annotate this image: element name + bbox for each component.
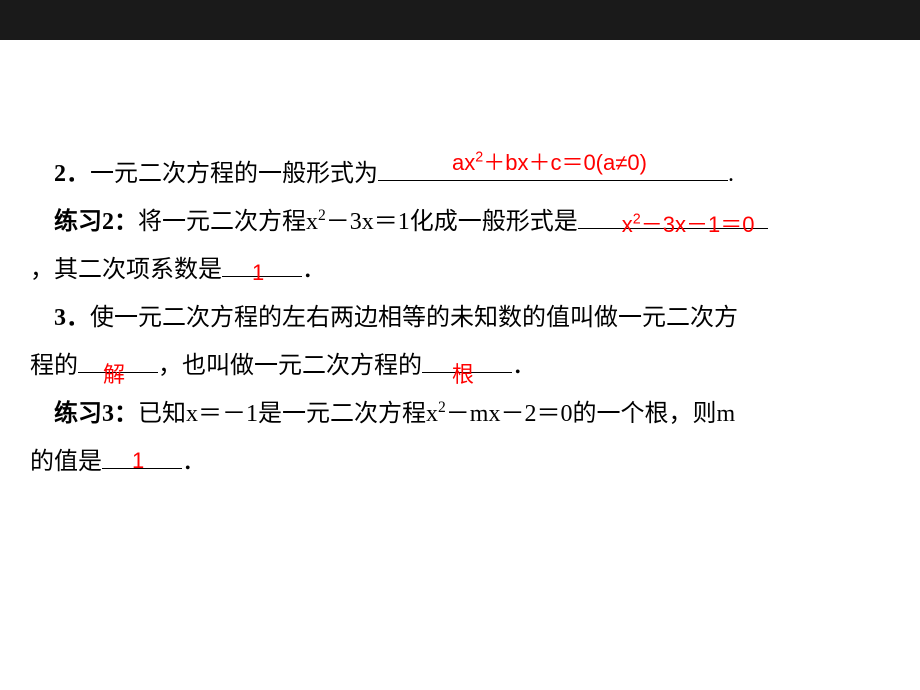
item-2-number: 2 xyxy=(54,161,66,187)
item-3-blank1: 解 xyxy=(78,347,158,373)
practice-2-label: 练习2： xyxy=(54,209,138,235)
item-3-line2: 程的 解 ，也叫做一元二次方程的 根 ． xyxy=(30,342,890,390)
p3-sup: 2 xyxy=(438,399,446,416)
item-2-text: 一元二次方程的一般形式为 xyxy=(90,161,378,187)
ans-sup: 2 xyxy=(475,149,483,165)
item-3-dot: ． xyxy=(66,305,90,331)
p2a-pre: x xyxy=(622,212,633,237)
ans-mid: ＋bx＋c＝0(a xyxy=(483,150,615,175)
p2a-sup: 2 xyxy=(633,211,641,227)
i3l2-post: ． xyxy=(512,353,536,379)
p2l2-pre: ，其二次项系数是 xyxy=(30,257,222,283)
practice-2-line2: ，其二次项系数是 1 ． xyxy=(30,246,890,294)
p2-mid: －3x＝1化成一般形式是 xyxy=(326,209,578,235)
i3l2-mid: ，也叫做一元二次方程的 xyxy=(158,353,422,379)
p2-sup: 2 xyxy=(318,207,326,224)
item-2-answer: ax2＋bx＋c＝0(a≠0) xyxy=(428,139,647,187)
p2l2-post: ． xyxy=(302,257,326,283)
item-2-blank: ax2＋bx＋c＝0(a≠0) xyxy=(378,155,728,181)
practice-3-line1: 练习3：已知x＝－1是一元二次方程x2－mx－2＝0的一个根，则m xyxy=(30,390,890,438)
p2a-post: －3x－1＝0 xyxy=(641,212,755,237)
ans-post: 0) xyxy=(627,150,647,175)
item-3-line1: 3．使一元二次方程的左右两边相等的未知数的值叫做一元二次方 xyxy=(30,294,890,342)
item-3-text: 使一元二次方程的左右两边相等的未知数的值叫做一元二次方 xyxy=(90,305,738,331)
item-2-line: 2．一元二次方程的一般形式为 ax2＋bx＋c＝0(a≠0) . xyxy=(30,150,890,198)
ans-neq: ≠ xyxy=(615,150,627,175)
p3-pre: 已知x＝－1是一元二次方程x xyxy=(138,401,438,427)
practice-2-blank1: x2－3x－1＝0 xyxy=(578,203,768,229)
p2-pre: 将一元二次方程x xyxy=(138,209,318,235)
practice-3-answer: 1 xyxy=(132,437,144,485)
dark-top-band xyxy=(0,0,920,40)
item-3-blank2: 根 xyxy=(422,347,512,373)
p3l2-pre: 的值是 xyxy=(30,449,102,475)
item-3-number: 3 xyxy=(54,305,66,331)
practice-3-label: 练习3： xyxy=(54,401,138,427)
practice-2-answer2: 1 xyxy=(252,249,264,297)
item-2-dot: ． xyxy=(66,161,90,187)
p3l2-post: ． xyxy=(182,449,206,475)
ans-pre: ax xyxy=(452,150,475,175)
i3l2-pre: 程的 xyxy=(30,353,78,379)
p3-mid: －mx－2＝0的一个根，则m xyxy=(446,401,735,427)
practice-2-answer1: x2－3x－1＝0 xyxy=(598,201,755,249)
practice-2-blank2: 1 xyxy=(222,251,302,277)
practice-3-blank: 1 xyxy=(102,443,182,469)
item-2-period: . xyxy=(728,161,734,187)
document-content: 2．一元二次方程的一般形式为 ax2＋bx＋c＝0(a≠0) . 练习2：将一元… xyxy=(30,150,890,486)
practice-3-line2: 的值是 1 ． xyxy=(30,438,890,486)
practice-2-line1: 练习2：将一元二次方程x2－3x＝1化成一般形式是 x2－3x－1＝0 xyxy=(30,198,890,246)
